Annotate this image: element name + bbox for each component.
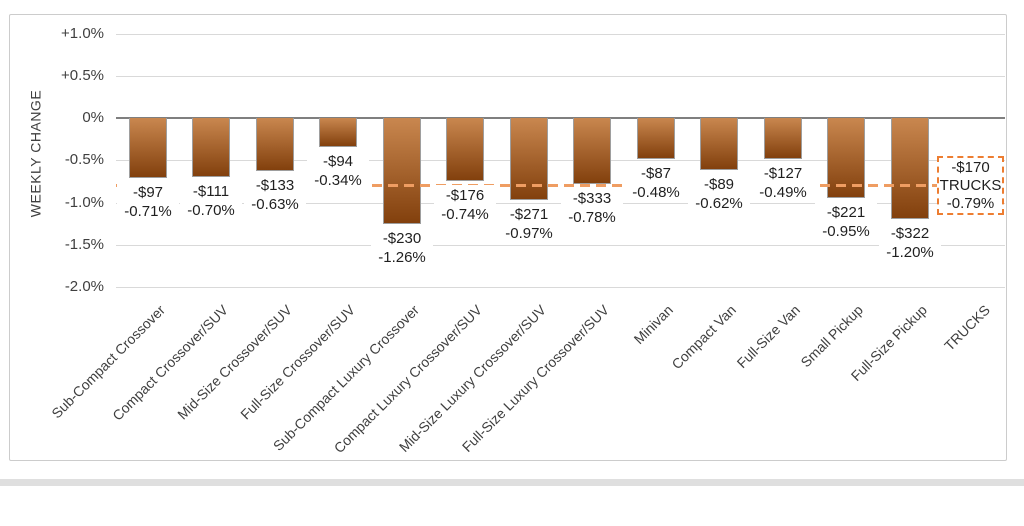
bottom-edge-strip [0,479,1024,486]
bar [319,118,357,147]
bar-percent-value: -0.48% [632,184,680,201]
bar [573,118,611,184]
bar-value-label: -$221 -0.95% [815,202,877,242]
trucks-callout-box: -$170 TRUCKS -0.79% [937,156,1004,215]
bar-value-label: -$230 -1.26% [371,228,433,268]
gridline [116,203,1005,204]
bar-dollar-value: -$271 [509,206,549,223]
bar-dollar-value: -$176 [445,187,485,204]
bar-dollar-value: -$127 [763,165,803,182]
x-category-label: Full-Size Crossover/SUV [237,301,359,423]
y-tick-label: -1.0% [64,194,104,211]
bar [764,118,802,159]
x-category-label: Sub-Compact Crossover [48,301,169,422]
bar-percent-value: -1.26% [378,249,426,266]
zero-axis-line [116,117,1005,119]
bar-value-label: -$333 -0.78% [561,188,623,228]
bar-percent-value: -0.78% [568,209,616,226]
bar-value-label: -$133 -0.63% [244,175,306,215]
bar-percent-value: -0.34% [314,172,362,189]
bar-percent-value: -0.49% [759,184,807,201]
bar-dollar-value: -$221 [826,204,866,221]
y-tick-label: +1.0% [61,25,104,42]
bar-dollar-value: -$322 [890,225,930,242]
bar-dollar-value: -$89 [703,176,735,193]
trucks-callout-line: -0.79% [946,194,995,212]
bar [256,118,294,171]
x-category-label: Full-Size Luxury Crossover/SUV [458,301,613,455]
gridline [116,160,1005,161]
bar [700,118,738,170]
bar-dollar-value: -$94 [322,153,354,170]
bar-percent-value: -1.20% [886,244,934,261]
bar [192,118,230,177]
trucks-callout-line: -$170 [951,158,990,176]
bar [891,118,929,219]
bar-dollar-value: -$111 [192,183,230,200]
bar-percent-value: -0.71% [124,203,172,220]
trucks-average-reference-line [116,184,937,187]
bar-dollar-value: -$87 [640,165,672,182]
x-category-label: Compact Luxury Crossover/SUV [330,301,486,457]
y-tick-label: 0% [82,109,104,126]
gridline [116,76,1005,77]
bar-percent-value: -0.62% [695,195,743,212]
x-category-label: Small Pickup [797,301,867,371]
y-tick-label: -0.5% [64,151,104,168]
y-tick-label: -2.0% [64,278,104,295]
bar-value-label: -$127 -0.49% [752,163,814,203]
bar-dollar-value: -$97 [132,184,164,201]
bar-value-label: -$111 -0.70% [180,181,242,221]
bar-value-label: -$94 -0.34% [307,151,369,191]
y-tick-label: -1.5% [64,236,104,253]
gridline [116,34,1005,35]
bar-value-label: -$176 -0.74% [434,185,496,225]
x-category-label: Compact Crossover/SUV [109,301,232,424]
bar-value-label: -$97 -0.71% [117,182,179,222]
trucks-callout-line: TRUCKS [939,176,1002,194]
bar [637,118,675,159]
chart-frame: WEEKLY CHANGE +1.0% +0.5% 0% -0.5% -1.0% -1.5… [9,14,1007,461]
gridline [116,245,1005,246]
bar [129,118,167,178]
bar-percent-value: -0.70% [187,202,235,219]
bar-percent-value: -0.95% [822,223,870,240]
bar-value-label: -$271 -0.97% [498,204,560,244]
y-tick-label: +0.5% [61,67,104,84]
bar [446,118,484,181]
x-category-label: Compact Van [668,301,740,373]
gridline [116,287,1005,288]
bar-percent-value: -0.74% [441,206,489,223]
x-category-label: TRUCKS [941,301,994,354]
bar-dollar-value: -$333 [572,190,612,207]
bar [383,118,421,224]
bar-value-label: -$89 -0.62% [688,174,750,214]
bar-percent-value: -0.97% [505,225,553,242]
bar [510,118,548,200]
bar-value-label: -$87 -0.48% [625,163,687,203]
bar-dollar-value: -$230 [382,230,422,247]
bar-percent-value: -0.63% [251,196,299,213]
bar-dollar-value: -$133 [255,177,295,194]
bar-value-label: -$322 -1.20% [879,223,941,263]
